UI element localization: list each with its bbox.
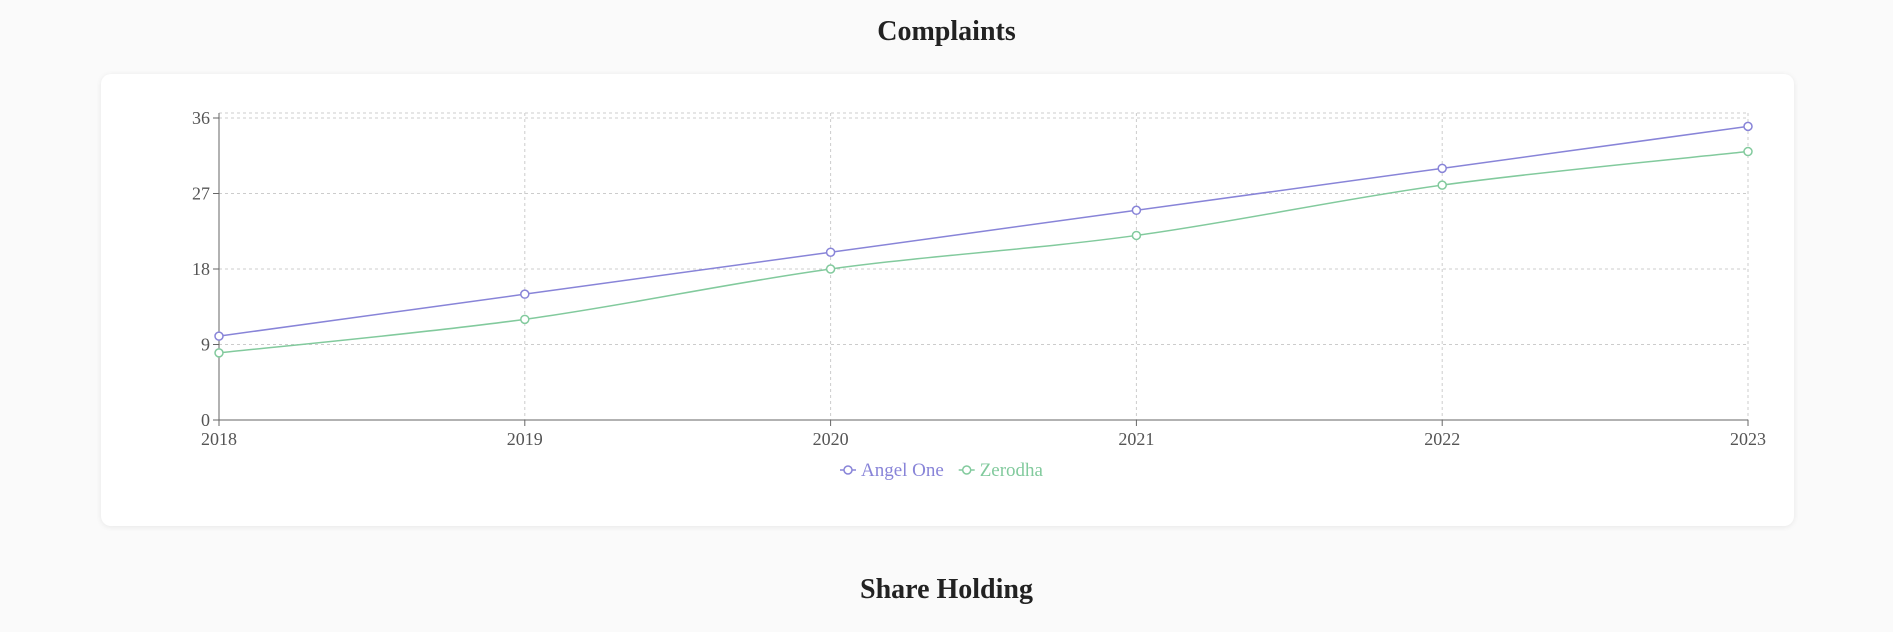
series-line-angel-one (218, 125, 1749, 337)
x-tick-label-0: 2018 (201, 429, 237, 449)
legend-label-angel-one: Angel One (861, 460, 944, 481)
x-tick-label-2: 2020 (813, 429, 849, 449)
y-tick-label-0: 0 (201, 410, 210, 430)
x-tick-label-5: 2023 (1730, 429, 1766, 449)
x-tick-label-4: 2022 (1424, 429, 1460, 449)
legend-label-zerodha: Zerodha (980, 460, 1044, 481)
data-point-angel-one-2023 (1743, 121, 1753, 132)
complaints-line-chart: 0 9 18 27 36 2018 2019 2020 2021 2022 2023 Angel On… (192, 108, 1766, 481)
data-point-angel-one-2019 (520, 289, 530, 299)
data-point-zerodha-2020 (825, 264, 836, 274)
legend-marker-angel-one (843, 465, 853, 475)
data-point-zerodha-2022 (1437, 180, 1447, 190)
x-tick-label-1: 2019 (507, 429, 543, 449)
legend: Angel One Zerodha (840, 460, 1044, 481)
y-tick-label-2: 18 (192, 259, 210, 279)
data-point-zerodha-2021 (1131, 230, 1142, 241)
y-tick-label-3: 27 (192, 184, 210, 204)
data-point-angel-one-2021 (1131, 205, 1142, 216)
data-point-angel-one-2020 (825, 247, 836, 257)
x-tick-label-3: 2021 (1118, 429, 1154, 449)
complaints-chart-card: 0 9 18 27 36 2018 2019 2020 2021 2022 2023 Angel On… (101, 74, 1794, 526)
y-tick-label-4: 36 (192, 108, 210, 128)
share-holding-title: Share Holding (860, 574, 1033, 605)
series-line-zerodha (218, 150, 1749, 354)
data-point-zerodha-2019 (520, 314, 530, 325)
data-point-angel-one-2022 (1437, 163, 1447, 174)
legend-marker-zerodha (961, 465, 972, 475)
y-tick-label-1: 9 (201, 335, 210, 355)
data-point-angel-one-2018 (214, 331, 224, 341)
data-point-zerodha-2018 (214, 348, 224, 358)
data-point-zerodha-2023 (1743, 146, 1753, 157)
grid (219, 112, 1749, 420)
complaints-title: Complaints (877, 16, 1016, 47)
